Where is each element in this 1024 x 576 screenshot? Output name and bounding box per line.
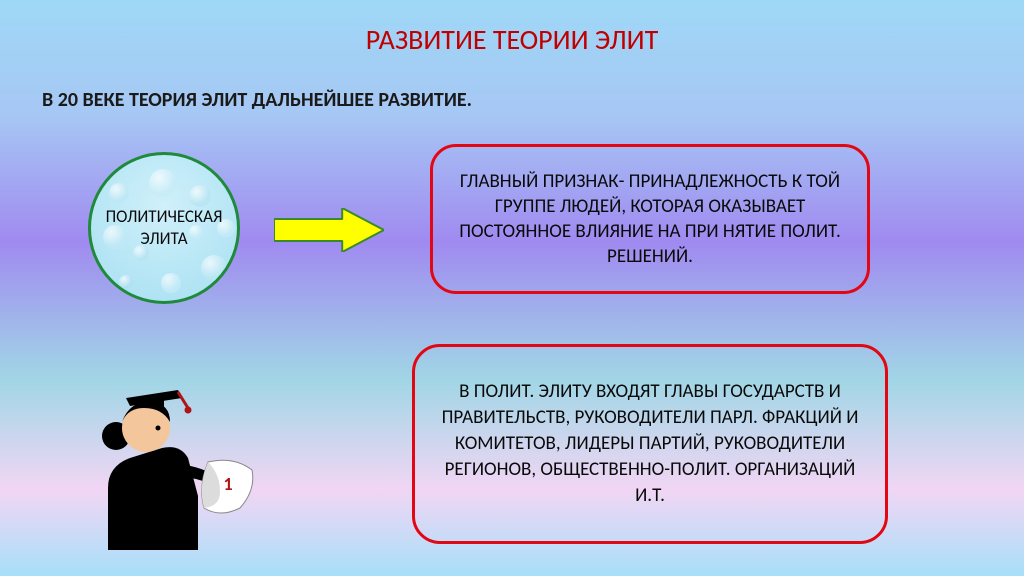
slide: РАЗВИТИЕ ТЕОРИИ ЭЛИТ В 20 ВЕКЕ ТЕОРИЯ ЭЛ… — [0, 0, 1024, 576]
arrow-right-icon — [274, 208, 384, 252]
main-attribute-text: ГЛАВНЫЙ ПРИЗНАК- ПРИНАДЛЕЖНОСТЬ К ТОЙ ГР… — [451, 169, 849, 269]
slide-title: РАЗВИТИЕ ТЕОРИИ ЭЛИТ — [0, 22, 1024, 57]
main-attribute-box: ГЛАВНЫЙ ПРИЗНАК- ПРИНАДЛЕЖНОСТЬ К ТОЙ ГР… — [430, 144, 870, 294]
slide-subtitle-text: В 20 ВЕКЕ ТЕОРИЯ ЭЛИТ ДАЛЬНЕЙШЕЕ РАЗВИТИ… — [42, 88, 472, 112]
elite-members-text: В ПОЛИТ. ЭЛИТУ ВХОДЯТ ГЛАВЫ ГОСУДАРСТВ И… — [433, 379, 867, 509]
scholar-icon: 1 — [70, 378, 260, 550]
slide-subtitle: В 20 ВЕКЕ ТЕОРИЯ ЭЛИТ ДАЛЬНЕЙШЕЕ РАЗВИТИ… — [42, 88, 472, 112]
elite-circle-label: ПОЛИТИЧЕСКАЯ ЭЛИТА — [91, 206, 237, 250]
elite-members-box: В ПОЛИТ. ЭЛИТУ ВХОДЯТ ГЛАВЫ ГОСУДАРСТВ И… — [412, 344, 888, 544]
svg-text:1: 1 — [223, 473, 232, 495]
elite-circle: ПОЛИТИЧЕСКАЯ ЭЛИТА — [88, 152, 240, 304]
slide-title-text: РАЗВИТИЕ ТЕОРИИ ЭЛИТ — [366, 22, 659, 57]
